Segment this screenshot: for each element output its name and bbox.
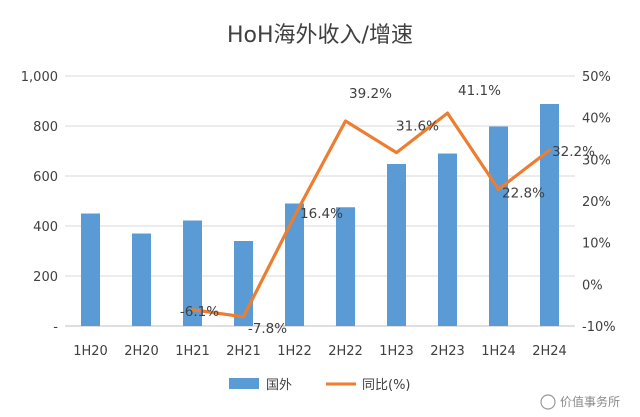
data-labels: -6.1% -7.8% 16.4% 39.2% 31.6% 41.1% 22.8% 32.2% (180, 83, 595, 337)
left-axis: - 200 400 600 800 1,000 (21, 70, 59, 335)
bar (336, 207, 355, 326)
x-tick-label: 2H20 (124, 344, 159, 359)
legend-label-line: 同比(%) (362, 378, 411, 393)
bar (540, 104, 559, 326)
right-tick-label: 10% (582, 237, 611, 252)
legend: 国外 同比(%) (229, 378, 411, 393)
x-tick-label: 1H21 (175, 344, 210, 359)
x-tick-label: 2H21 (226, 344, 261, 359)
bar (132, 233, 151, 326)
right-tick-label: 20% (582, 195, 611, 210)
left-tick-label: 200 (33, 270, 58, 285)
x-tick-label: 2H22 (328, 344, 363, 359)
bar (234, 241, 253, 326)
x-tick-label: 1H22 (277, 344, 312, 359)
line-data-label: 41.1% (458, 83, 501, 99)
bar (387, 164, 406, 326)
left-tick-label: 400 (33, 220, 58, 235)
legend-label-bar: 国外 (266, 378, 292, 393)
bar (183, 220, 202, 326)
bar (285, 203, 304, 326)
right-tick-label: 30% (582, 153, 611, 168)
line-data-label: -7.8% (248, 321, 287, 337)
left-tick-label: 600 (33, 170, 58, 185)
left-tick-label: - (53, 320, 58, 335)
line-data-label: 39.2% (349, 86, 392, 102)
x-tick-label: 2H23 (430, 344, 465, 359)
right-tick-label: 40% (582, 112, 611, 127)
line-data-label: 16.4% (300, 206, 343, 222)
left-tick-label: 800 (33, 120, 58, 135)
line-path (190, 111, 552, 319)
right-tick-label: 50% (582, 70, 611, 85)
right-tick-label: -10% (582, 320, 616, 335)
watermark-icon (540, 394, 556, 410)
x-tick-label: 1H24 (481, 344, 516, 359)
right-tick-label: 0% (582, 278, 603, 293)
x-tick-label: 1H20 (73, 344, 108, 359)
line-data-label: 31.6% (396, 119, 439, 135)
watermark-text: 价值事务所 (560, 394, 620, 409)
x-tick-label: 1H23 (379, 344, 414, 359)
chart-title: HoH海外收入/增速 (227, 23, 413, 48)
bar (81, 213, 100, 326)
left-tick-label: 1,000 (21, 70, 58, 85)
legend-swatch-bar (229, 378, 259, 389)
bar (438, 153, 457, 326)
x-tick-label: 2H24 (532, 344, 567, 359)
bar (489, 126, 508, 326)
right-axis: -10% 0% 10% 20% 30% 40% 50% (582, 70, 616, 335)
watermark: 价值事务所 (540, 394, 620, 410)
line-data-label: 22.8% (502, 185, 545, 201)
line-data-label: -6.1% (180, 304, 219, 320)
line-data-label: 32.2% (552, 144, 595, 160)
line-series (190, 111, 552, 319)
x-axis: 1H20 2H20 1H21 2H21 1H22 2H22 1H23 2H23 1H24 2H24 (73, 344, 567, 359)
